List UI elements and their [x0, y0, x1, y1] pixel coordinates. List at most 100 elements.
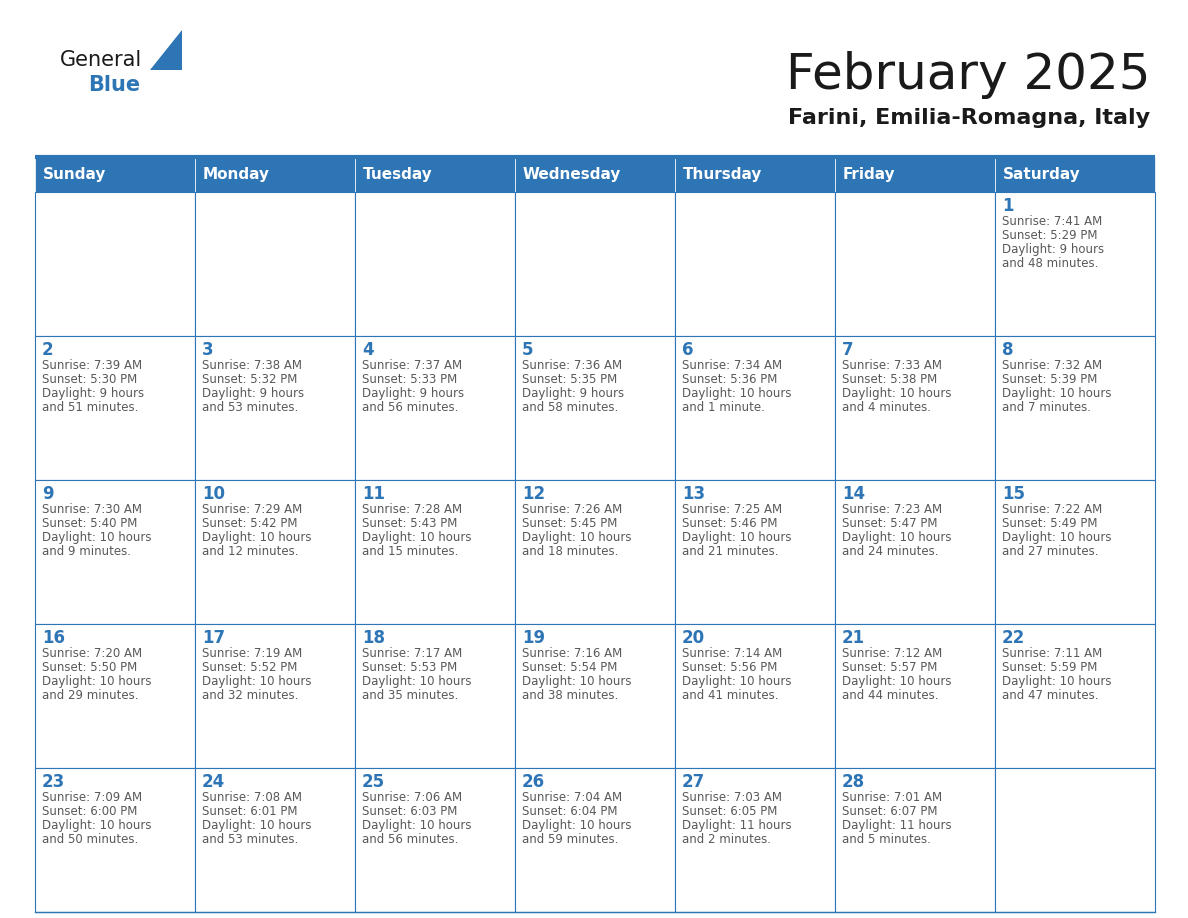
Text: and 59 minutes.: and 59 minutes. [522, 833, 619, 846]
Bar [996, 157, 1155, 192]
Text: Daylight: 10 hours: Daylight: 10 hours [202, 531, 311, 544]
Bar [996, 480, 1155, 624]
Text: 14: 14 [842, 485, 865, 503]
Text: Daylight: 9 hours: Daylight: 9 hours [522, 387, 624, 400]
Text: and 51 minutes.: and 51 minutes. [42, 401, 138, 414]
Bar [195, 336, 355, 480]
Bar [516, 336, 675, 480]
Text: 9: 9 [42, 485, 53, 503]
Text: 15: 15 [1001, 485, 1025, 503]
Text: Sunrise: 7:33 AM: Sunrise: 7:33 AM [842, 359, 942, 372]
Bar [355, 624, 516, 768]
Text: 19: 19 [522, 629, 545, 647]
Bar [675, 336, 835, 480]
Text: Daylight: 10 hours: Daylight: 10 hours [682, 675, 791, 688]
Text: Daylight: 10 hours: Daylight: 10 hours [522, 675, 632, 688]
Bar [34, 480, 195, 624]
Text: General: General [61, 50, 143, 70]
Text: Saturday: Saturday [1003, 167, 1081, 182]
Text: Daylight: 10 hours: Daylight: 10 hours [842, 531, 952, 544]
Text: Sunrise: 7:12 AM: Sunrise: 7:12 AM [842, 647, 942, 660]
Text: Sunrise: 7:26 AM: Sunrise: 7:26 AM [522, 503, 623, 516]
Text: Daylight: 10 hours: Daylight: 10 hours [842, 387, 952, 400]
Text: Sunset: 6:04 PM: Sunset: 6:04 PM [522, 805, 618, 818]
Text: Sunset: 5:29 PM: Sunset: 5:29 PM [1001, 229, 1098, 242]
Bar [996, 192, 1155, 336]
Text: and 4 minutes.: and 4 minutes. [842, 401, 931, 414]
Text: Daylight: 10 hours: Daylight: 10 hours [202, 675, 311, 688]
Text: Sunrise: 7:14 AM: Sunrise: 7:14 AM [682, 647, 782, 660]
Text: 6: 6 [682, 341, 694, 359]
Text: and 12 minutes.: and 12 minutes. [202, 545, 298, 558]
Text: Sunset: 6:07 PM: Sunset: 6:07 PM [842, 805, 937, 818]
Text: Daylight: 9 hours: Daylight: 9 hours [362, 387, 465, 400]
Text: Sunrise: 7:39 AM: Sunrise: 7:39 AM [42, 359, 143, 372]
Bar [34, 157, 195, 192]
Bar [835, 624, 996, 768]
Text: Daylight: 11 hours: Daylight: 11 hours [842, 819, 952, 832]
Text: Daylight: 10 hours: Daylight: 10 hours [362, 675, 472, 688]
Bar [34, 192, 195, 336]
Text: Sunrise: 7:17 AM: Sunrise: 7:17 AM [362, 647, 462, 660]
Text: 11: 11 [362, 485, 385, 503]
Text: Sunrise: 7:16 AM: Sunrise: 7:16 AM [522, 647, 623, 660]
Polygon shape [150, 30, 182, 70]
Text: Blue: Blue [88, 75, 140, 95]
Text: 10: 10 [202, 485, 225, 503]
Bar [835, 157, 996, 192]
Text: Sunrise: 7:03 AM: Sunrise: 7:03 AM [682, 791, 782, 804]
Text: Daylight: 10 hours: Daylight: 10 hours [362, 819, 472, 832]
Text: Daylight: 10 hours: Daylight: 10 hours [42, 531, 152, 544]
Text: and 48 minutes.: and 48 minutes. [1001, 257, 1099, 270]
Text: 5: 5 [522, 341, 533, 359]
Text: Sunrise: 7:22 AM: Sunrise: 7:22 AM [1001, 503, 1102, 516]
Text: Daylight: 11 hours: Daylight: 11 hours [682, 819, 791, 832]
Text: and 21 minutes.: and 21 minutes. [682, 545, 778, 558]
Text: 20: 20 [682, 629, 706, 647]
Text: Sunday: Sunday [43, 167, 107, 182]
Bar [355, 336, 516, 480]
Bar [675, 157, 835, 192]
Bar [996, 768, 1155, 912]
Text: and 58 minutes.: and 58 minutes. [522, 401, 618, 414]
Bar [516, 157, 675, 192]
Bar [195, 157, 355, 192]
Text: and 5 minutes.: and 5 minutes. [842, 833, 931, 846]
Text: Sunrise: 7:32 AM: Sunrise: 7:32 AM [1001, 359, 1102, 372]
Text: 18: 18 [362, 629, 385, 647]
Bar [835, 768, 996, 912]
Text: Sunset: 5:52 PM: Sunset: 5:52 PM [202, 661, 297, 674]
Text: Sunrise: 7:11 AM: Sunrise: 7:11 AM [1001, 647, 1102, 660]
Text: Wednesday: Wednesday [523, 167, 621, 182]
Text: Sunset: 5:39 PM: Sunset: 5:39 PM [1001, 373, 1098, 386]
Bar [195, 624, 355, 768]
Text: Sunrise: 7:04 AM: Sunrise: 7:04 AM [522, 791, 623, 804]
Text: Sunrise: 7:01 AM: Sunrise: 7:01 AM [842, 791, 942, 804]
Text: and 18 minutes.: and 18 minutes. [522, 545, 619, 558]
Bar [34, 768, 195, 912]
Text: Daylight: 10 hours: Daylight: 10 hours [522, 531, 632, 544]
Text: and 2 minutes.: and 2 minutes. [682, 833, 771, 846]
Text: Sunset: 5:50 PM: Sunset: 5:50 PM [42, 661, 138, 674]
Text: Daylight: 9 hours: Daylight: 9 hours [1001, 243, 1104, 256]
Text: 17: 17 [202, 629, 225, 647]
Text: Sunrise: 7:23 AM: Sunrise: 7:23 AM [842, 503, 942, 516]
Text: Sunset: 5:36 PM: Sunset: 5:36 PM [682, 373, 777, 386]
Text: Daylight: 9 hours: Daylight: 9 hours [42, 387, 144, 400]
Text: Sunset: 5:45 PM: Sunset: 5:45 PM [522, 517, 618, 530]
Text: Sunrise: 7:19 AM: Sunrise: 7:19 AM [202, 647, 302, 660]
Text: and 15 minutes.: and 15 minutes. [362, 545, 459, 558]
Text: Sunrise: 7:28 AM: Sunrise: 7:28 AM [362, 503, 462, 516]
Text: Sunset: 5:56 PM: Sunset: 5:56 PM [682, 661, 777, 674]
Text: Sunrise: 7:09 AM: Sunrise: 7:09 AM [42, 791, 143, 804]
Text: and 41 minutes.: and 41 minutes. [682, 689, 778, 702]
Text: and 24 minutes.: and 24 minutes. [842, 545, 939, 558]
Bar [516, 768, 675, 912]
Text: Sunset: 6:01 PM: Sunset: 6:01 PM [202, 805, 297, 818]
Text: Sunrise: 7:25 AM: Sunrise: 7:25 AM [682, 503, 782, 516]
Text: 2: 2 [42, 341, 53, 359]
Text: Daylight: 10 hours: Daylight: 10 hours [42, 819, 152, 832]
Bar [195, 192, 355, 336]
Text: Sunset: 5:49 PM: Sunset: 5:49 PM [1001, 517, 1098, 530]
Text: Sunrise: 7:20 AM: Sunrise: 7:20 AM [42, 647, 143, 660]
